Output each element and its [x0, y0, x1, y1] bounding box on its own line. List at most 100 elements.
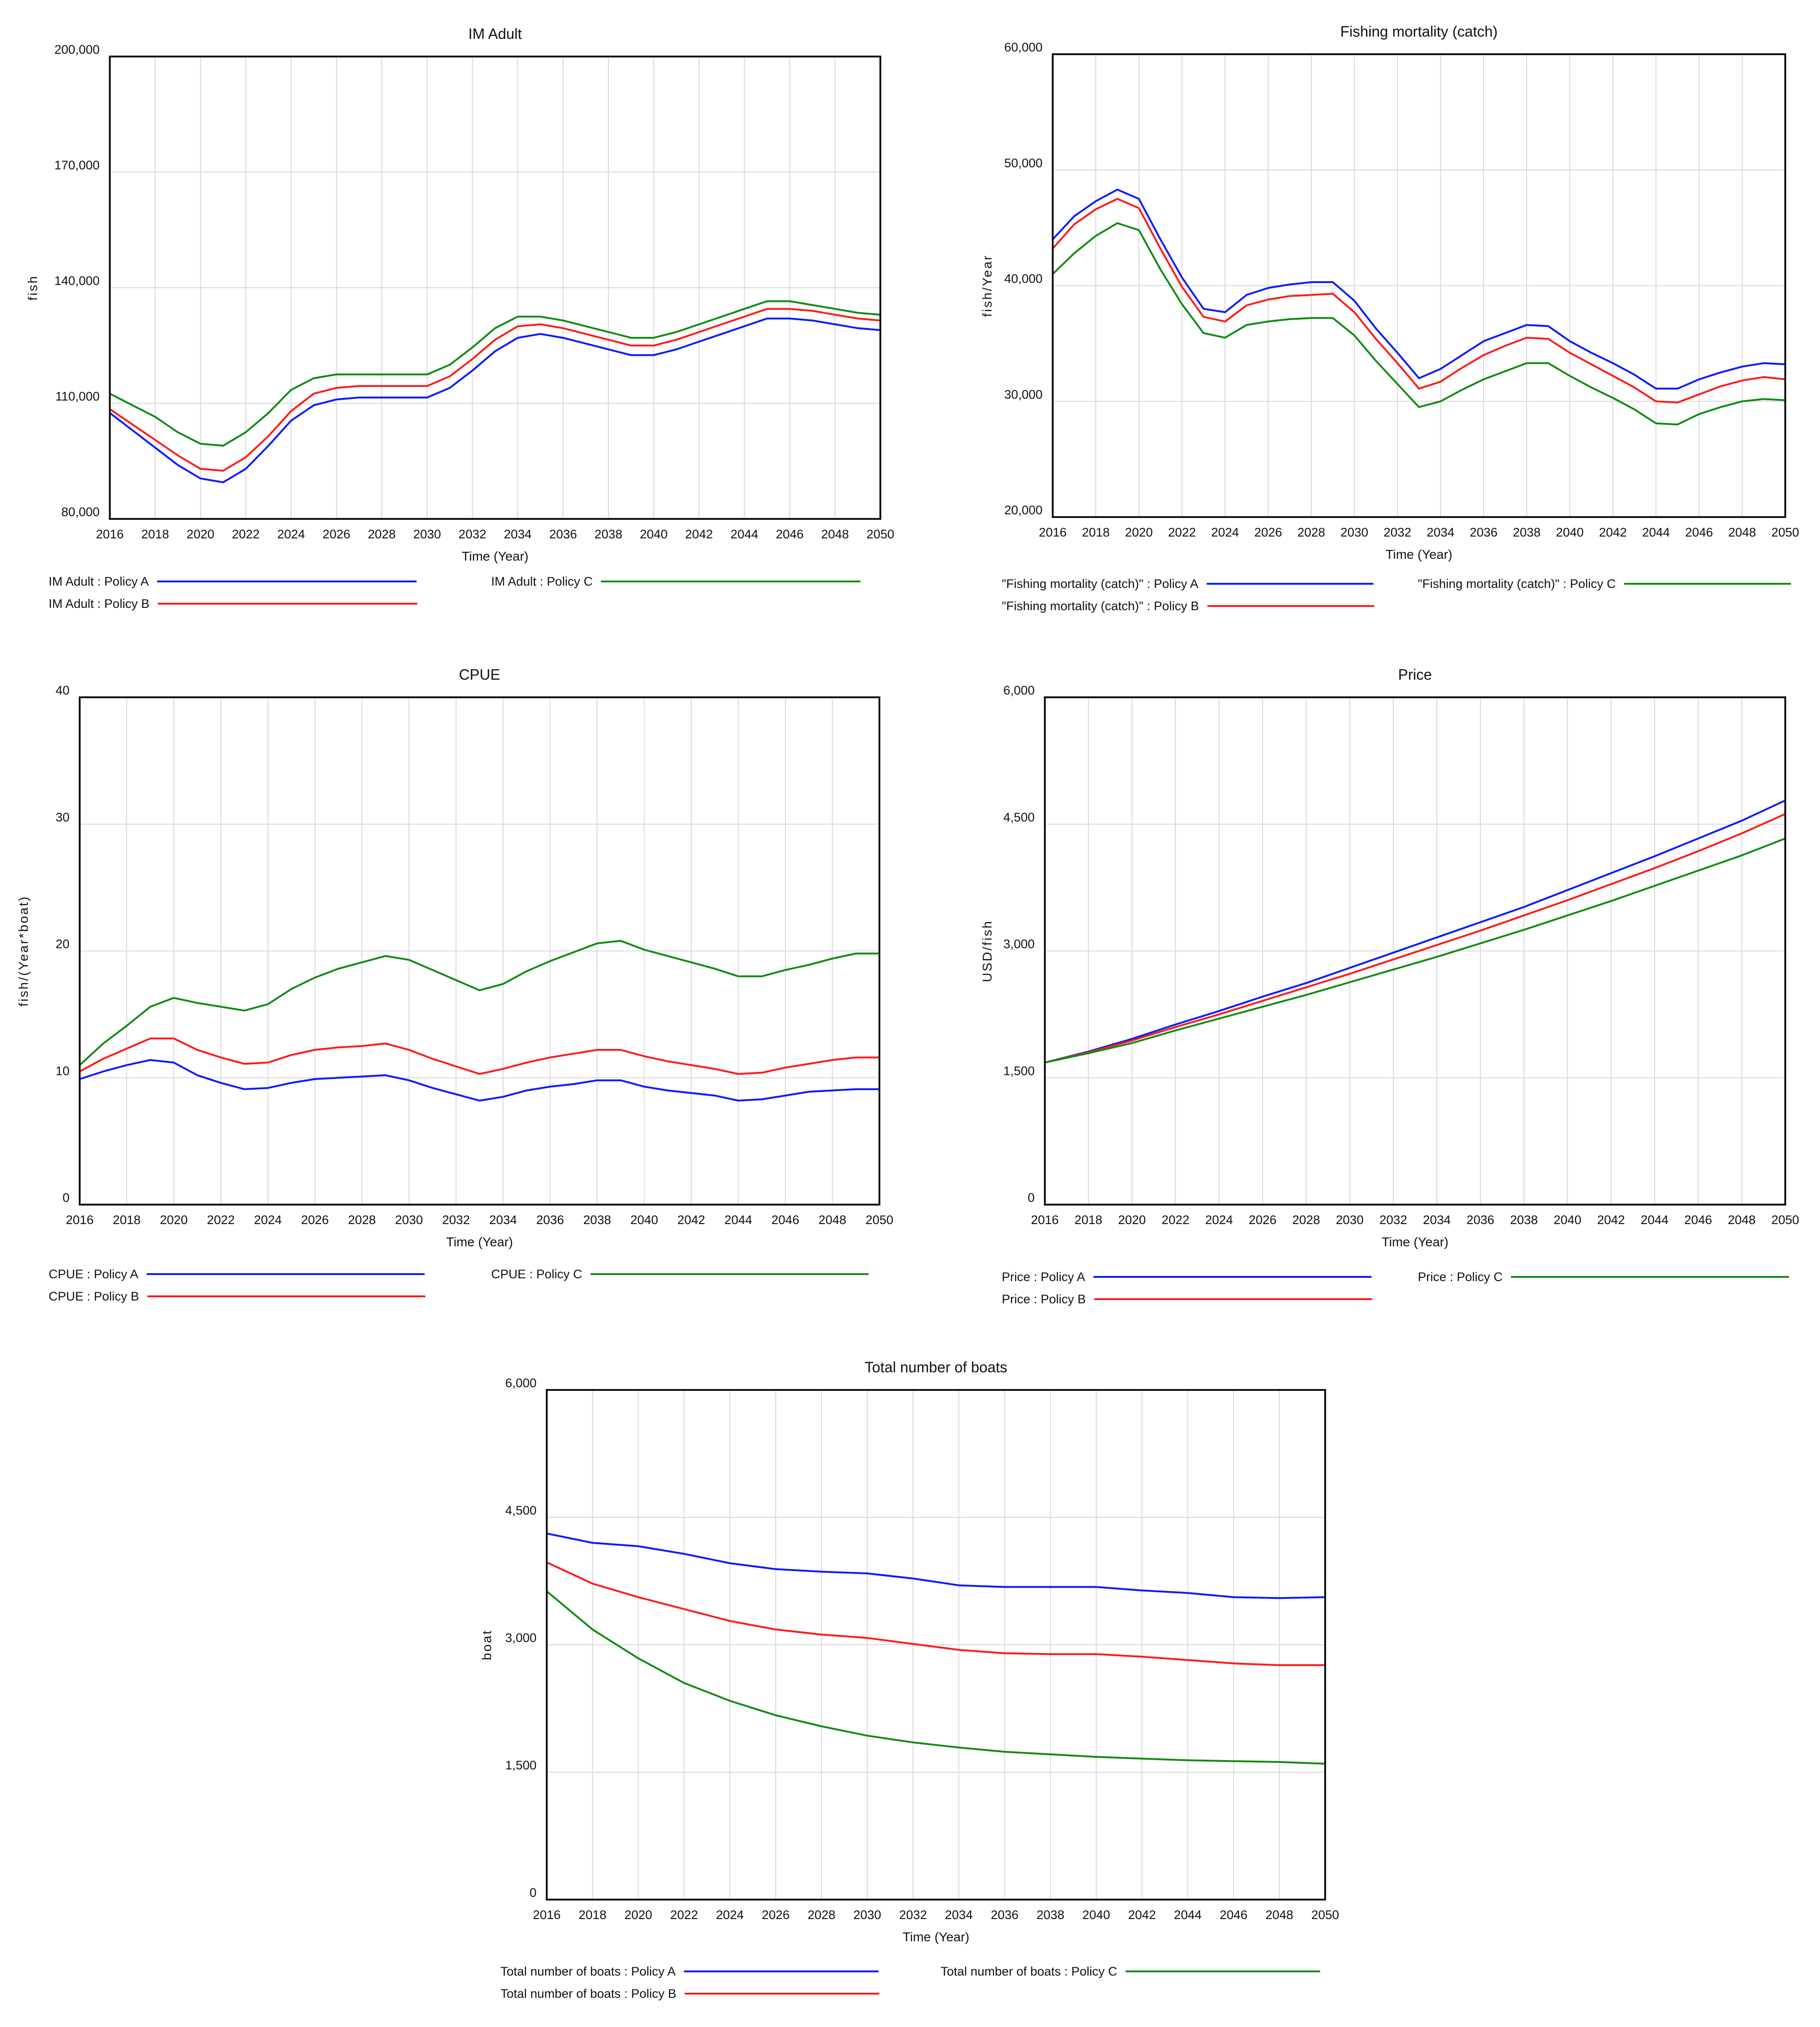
- x-tick-label: 2036: [536, 1213, 564, 1227]
- series-line-policy-b: [1044, 813, 1786, 1064]
- x-tick-label: 2016: [1039, 525, 1067, 539]
- plot-frame: [546, 1389, 1326, 1901]
- y-tick-label: 0: [530, 1886, 537, 1900]
- x-tick-label: 2048: [1265, 1908, 1293, 1922]
- x-tick-label: 2024: [1211, 525, 1239, 539]
- legend-label: Price : Policy A: [1002, 1270, 1085, 1284]
- x-tick-label: 2020: [187, 527, 215, 541]
- x-tick-label: 2046: [1685, 525, 1713, 539]
- x-tick-label: 2016: [533, 1908, 561, 1922]
- x-tick-label: 2022: [1162, 1213, 1189, 1227]
- x-tick-label: 2048: [821, 527, 849, 541]
- plot-frame: [1052, 53, 1786, 518]
- x-tick-label: 2030: [1336, 1213, 1364, 1227]
- y-axis-label: boat: [480, 1629, 494, 1661]
- x-tick-label: 2036: [1470, 525, 1498, 539]
- plot-frame: [109, 56, 881, 520]
- x-tick-label: 2028: [368, 527, 396, 541]
- chart-im-adult: IM Adult 80,000 110,000 140,000 170,000 200,0…: [25, 25, 894, 611]
- legend-item-policy-b: Total number of boats : Policy B: [500, 1987, 879, 2001]
- x-tick-label: 2032: [459, 527, 487, 541]
- x-tick-label: 2024: [1205, 1213, 1233, 1227]
- chart-title: Total number of boats: [865, 1359, 1007, 1376]
- x-tick-label: 2036: [991, 1908, 1018, 1922]
- legend-label: "Fishing mortality (catch)" : Policy C: [1418, 577, 1616, 591]
- x-tick-label: 2038: [1510, 1213, 1538, 1227]
- x-tick-label: 2050: [866, 527, 894, 541]
- legend: IM Adult : Policy A IM Adult : Policy B IM…: [49, 575, 861, 611]
- x-axis-label: Time (Year): [903, 1930, 969, 1944]
- x-tick-label: 2026: [322, 527, 350, 541]
- chart-title: Fishing mortality (catch): [1340, 23, 1498, 40]
- x-tick-label: 2044: [724, 1213, 752, 1227]
- legend-item-policy-b: Price : Policy B: [1002, 1292, 1372, 1306]
- series-line-policy-b: [546, 1561, 1325, 1666]
- x-tick-label: 2022: [670, 1908, 698, 1922]
- x-tick-label: 2044: [730, 527, 758, 541]
- chart-price: Price 0 1,500 3,000 4,500 6,000 2016 2018 2020 20…: [980, 666, 1799, 1306]
- y-tick-label: 140,000: [54, 274, 100, 288]
- legend-label: "Fishing mortality (catch)" : Policy A: [1002, 577, 1198, 591]
- y-tick-label: 50,000: [1004, 156, 1043, 170]
- x-tick-label: 2050: [1771, 1213, 1799, 1227]
- x-tick-label: 2020: [160, 1213, 188, 1227]
- series-line-policy-a: [1052, 189, 1786, 390]
- y-tick-label: 20,000: [1004, 503, 1043, 517]
- series-line-policy-b: [109, 308, 881, 472]
- x-tick-label: 2028: [348, 1213, 376, 1227]
- x-tick-label: 2046: [1220, 1908, 1247, 1922]
- chart-fishing-mortality: Fishing mortality (catch) 20,000 30,000 40,…: [980, 23, 1799, 613]
- x-tick-label: 2050: [866, 1213, 893, 1227]
- x-tick-label: 2018: [113, 1213, 140, 1227]
- y-tick-label: 170,000: [54, 158, 100, 172]
- x-tick-label: 2038: [1513, 525, 1541, 539]
- x-tick-label: 2030: [853, 1908, 881, 1922]
- x-tick-label: 2036: [549, 527, 577, 541]
- legend-item-policy-a: CPUE : Policy A: [49, 1267, 425, 1281]
- y-tick-label: 20: [56, 937, 70, 951]
- x-tick-label: 2038: [1036, 1908, 1064, 1922]
- x-tick-label: 2040: [1554, 1213, 1581, 1227]
- x-tick-label: 2026: [301, 1213, 329, 1227]
- series-line-policy-b: [1052, 198, 1786, 404]
- series-line-policy-b: [79, 1037, 879, 1075]
- x-tick-label: 2048: [818, 1213, 846, 1227]
- x-tick-label: 2028: [808, 1908, 835, 1922]
- y-tick-label: 6,000: [1003, 683, 1035, 697]
- y-tick-label: 40,000: [1004, 272, 1043, 286]
- x-tick-label: 2040: [640, 527, 668, 541]
- x-tick-label: 2042: [685, 527, 713, 541]
- x-tick-label: 2018: [1082, 525, 1110, 539]
- legend-item-policy-c: CPUE : Policy C: [491, 1267, 869, 1281]
- legend: Total number of boats : Policy A Total nu…: [500, 1964, 1321, 2001]
- x-axis-label: Time (Year): [461, 549, 528, 563]
- legend-item-policy-a: "Fishing mortality (catch)" : Policy A: [1002, 577, 1374, 591]
- y-axis-label: fish: [25, 275, 40, 301]
- x-tick-label: 2044: [1174, 1908, 1201, 1922]
- y-tick-label: 4,500: [505, 1503, 537, 1517]
- x-tick-label: 2048: [1728, 525, 1756, 539]
- series-line-policy-a: [79, 1059, 879, 1102]
- x-tick-label: 2042: [1599, 525, 1627, 539]
- x-axis-label: Time (Year): [1382, 1235, 1448, 1249]
- x-tick-label: 2026: [762, 1908, 790, 1922]
- series-line-policy-c: [109, 300, 881, 447]
- x-tick-label: 2044: [1641, 1213, 1668, 1227]
- y-tick-label: 30: [56, 810, 70, 824]
- x-tick-label: 2034: [945, 1908, 973, 1922]
- x-tick-label: 2030: [413, 527, 441, 541]
- x-tick-label: 2042: [1128, 1908, 1156, 1922]
- legend-label: IM Adult : Policy C: [491, 575, 593, 588]
- plot-frame: [79, 696, 880, 1206]
- legend: "Fishing mortality (catch)" : Policy A "F…: [1002, 577, 1791, 613]
- x-tick-label: 2032: [899, 1908, 927, 1922]
- chart-title: IM Adult: [468, 25, 522, 42]
- y-tick-label: 6,000: [505, 1376, 537, 1390]
- x-tick-label: 2018: [141, 527, 169, 541]
- gridlines: [110, 57, 880, 519]
- legend-item-policy-c: Total number of boats : Policy C: [941, 1964, 1321, 1978]
- x-tick-label: 2026: [1254, 525, 1282, 539]
- x-tick-label: 2050: [1771, 525, 1799, 539]
- gridlines: [80, 697, 879, 1205]
